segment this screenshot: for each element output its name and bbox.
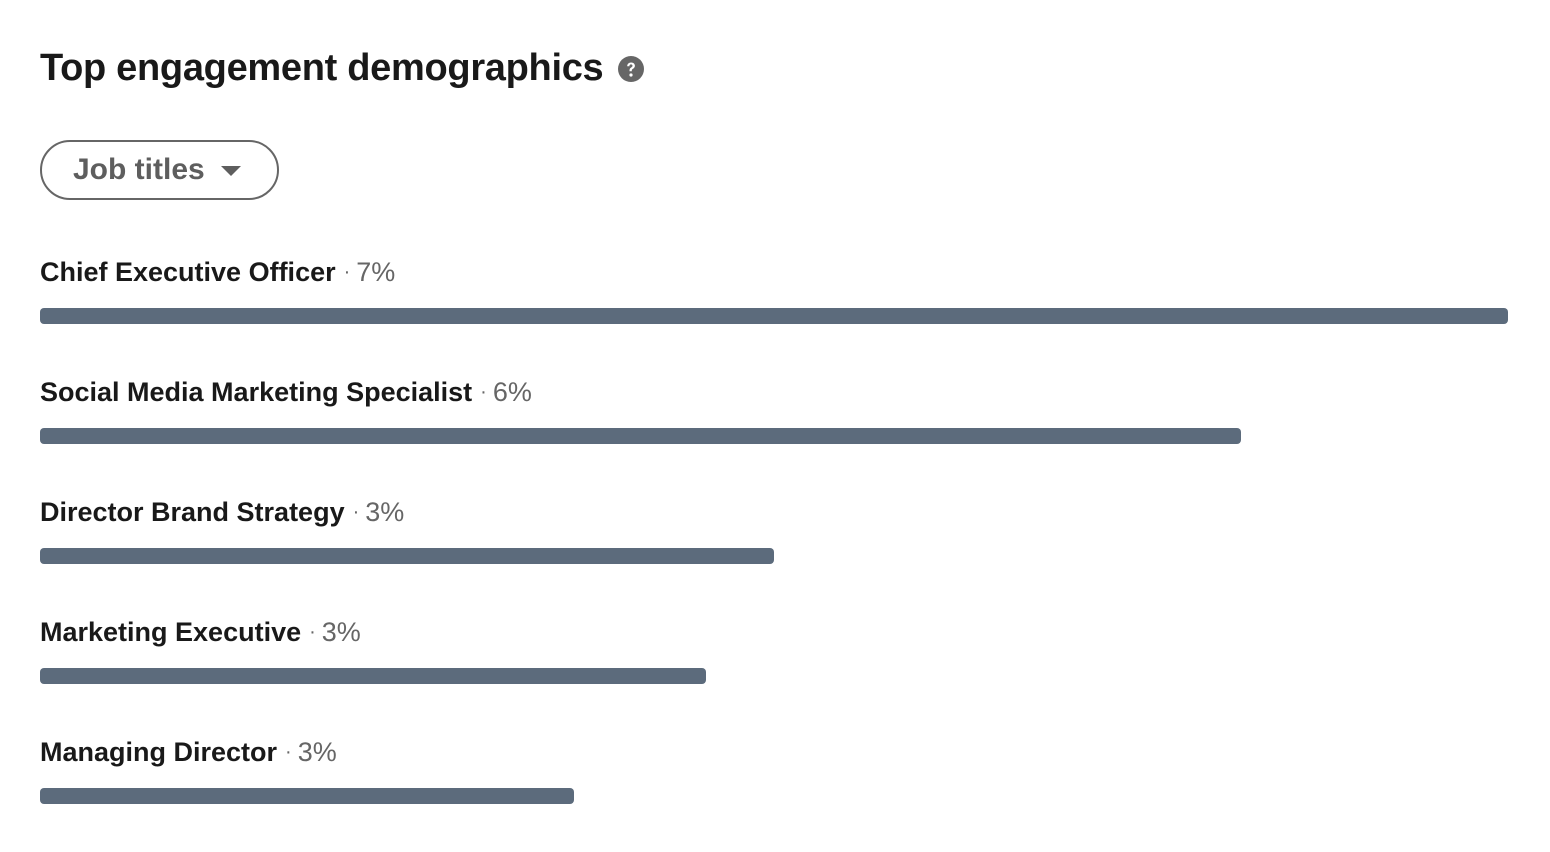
demographic-row: Social Media Marketing Specialist · 6%	[40, 372, 1510, 492]
dropdown-selected-label: Job titles	[73, 153, 205, 186]
caret-down-icon	[220, 166, 241, 176]
engagement-demographics-card: Top engagement demographics Job titles C…	[40, 0, 1510, 842]
demographic-bar-track	[40, 548, 1508, 564]
demographic-name: Director Brand Strategy	[40, 497, 345, 527]
demographic-bar	[40, 308, 1508, 324]
demographic-percentage: 7%	[356, 257, 396, 287]
separator-dot: ·	[480, 381, 487, 403]
demographics-list: Chief Executive Officer · 7% Social Media M…	[40, 252, 1510, 852]
demographic-bar-track	[40, 788, 1508, 804]
demographic-percentage: 6%	[492, 377, 532, 407]
demographic-percentage: 3%	[365, 497, 405, 527]
card-header: Top engagement demographics	[40, 44, 645, 92]
demographic-bar-track	[40, 428, 1508, 444]
separator-dot: ·	[309, 621, 316, 643]
demographic-percentage: 3%	[321, 617, 361, 647]
demographic-name: Chief Executive Officer	[40, 257, 336, 287]
demographic-bar-track	[40, 308, 1508, 324]
page-title: Top engagement demographics	[40, 46, 604, 89]
demographic-bar	[40, 668, 707, 684]
demographic-label: Marketing Executive · 3%	[40, 612, 361, 655]
job-titles-dropdown[interactable]: Job titles	[40, 140, 279, 200]
demographic-row: Marketing Executive · 3%	[40, 612, 1510, 732]
demographic-row: Chief Executive Officer · 7%	[40, 252, 1510, 372]
demographic-name: Social Media Marketing Specialist	[40, 377, 473, 407]
demographic-bar	[40, 428, 1241, 444]
demographic-bar	[40, 548, 774, 564]
demographic-percentage: 3%	[297, 737, 337, 767]
separator-dot: ·	[285, 741, 292, 763]
demographic-label: Social Media Marketing Specialist · 6%	[40, 372, 532, 415]
separator-dot: ·	[352, 501, 360, 523]
separator-dot: ·	[343, 261, 351, 283]
demographic-name: Managing Director	[40, 737, 278, 767]
demographic-label: Chief Executive Officer · 7%	[40, 252, 395, 295]
demographic-name: Marketing Executive	[40, 617, 302, 647]
demographic-bar-track	[40, 668, 1508, 684]
demographic-label: Managing Director · 3%	[40, 732, 337, 775]
question-circle-icon[interactable]	[617, 55, 645, 83]
demographic-bar	[40, 788, 575, 804]
demographic-row: Director Brand Strategy · 3%	[40, 492, 1510, 612]
demographic-label: Director Brand Strategy · 3%	[40, 492, 404, 535]
demographic-row: Managing Director · 3%	[40, 732, 1510, 852]
